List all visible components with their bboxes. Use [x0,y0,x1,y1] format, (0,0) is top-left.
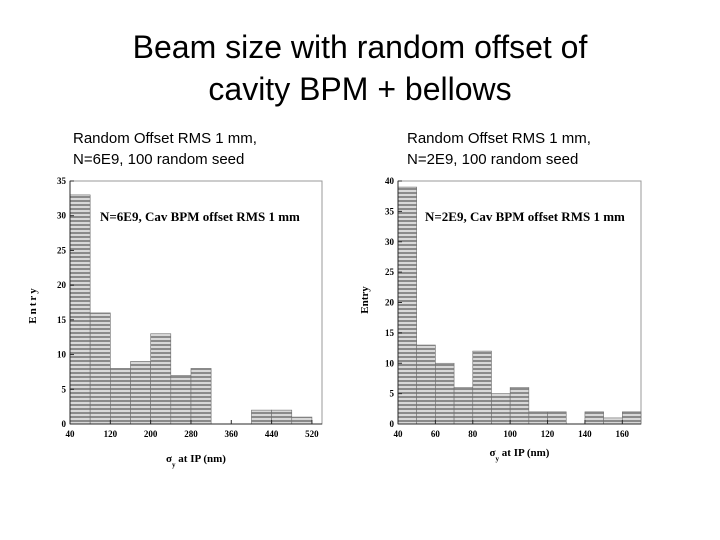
histogram-bar [271,409,293,425]
y-tick-label: 5 [390,389,395,399]
histogram-bar [528,411,548,425]
x-tick-label: 100 [503,429,517,439]
right-caption-line-1: Random Offset RMS 1 mm, [407,130,591,147]
y-tick-label: 25 [57,245,67,255]
y-axis-label: Entry [27,286,39,324]
histogram-bar [622,411,642,425]
x-tick-label: 160 [616,429,630,439]
x-axis-label-subscript: y [496,455,500,463]
x-tick-label: 80 [468,429,478,439]
y-tick-label: 10 [385,358,395,368]
x-tick-label: 520 [305,429,319,439]
histogram-bar [603,417,623,425]
left-caption-line-2: N=6E9, 100 random seed [73,151,245,168]
y-tick-label: 40 [385,176,395,186]
y-tick-label: 30 [385,237,395,247]
histogram-bar [190,368,212,425]
x-tick-label: 280 [184,429,198,439]
histogram-bar [584,411,604,425]
slide-title-line-1: Beam size with random offset of [132,29,588,65]
x-tick-label: 200 [144,429,158,439]
histogram-bar [416,344,436,425]
histogram-bar [291,416,313,425]
x-tick-label: 140 [578,429,592,439]
histogram-bar [130,361,151,425]
histogram-bar [547,411,567,425]
y-tick-label: 5 [62,384,67,394]
x-tick-label: 440 [265,429,279,439]
histogram-bar [509,387,530,425]
x-axis-label-text: at IP (nm) [499,447,550,459]
y-tick-label: 15 [57,315,67,325]
x-axis-label-text: at IP (nm) [176,453,227,465]
chart-annotation: N=6E9, Cav BPM offset RMS 1 mm [100,209,300,224]
histogram-bar [251,409,272,425]
x-axis-label-subscript: y [172,461,176,469]
chart-2: 0 5 10 15 20 25 30 35 40 40 60 80 100 120 140 160 N=2E9,… [359,176,642,463]
y-tick-label: 10 [57,350,67,360]
histogram-bar [472,350,492,425]
y-tick-label: 0 [62,419,67,429]
slide-title: Beam size with random offset of cavity B… [0,26,720,110]
histogram-bar [89,312,111,425]
x-tick-label: 120 [104,429,118,439]
x-axis-label-symbol: σ [490,447,496,459]
y-tick-label: 25 [385,267,395,277]
histogram-bar [453,387,474,425]
x-tick-label: 60 [431,429,441,439]
histogram-bar [150,333,172,425]
x-tick-label: 40 [66,429,76,439]
x-axis-label: σy at IP (nm) [490,447,550,463]
y-tick-label: 20 [57,280,67,290]
histogram-bar [491,393,511,425]
histogram-bar [435,362,455,425]
y-tick-label: 35 [385,206,395,216]
y-tick-label: 30 [57,211,67,221]
right-caption-line-2: N=2E9, 100 random seed [407,151,579,168]
x-tick-label: 360 [225,429,239,439]
y-axis-label: Entry [359,286,371,314]
y-tick-label: 0 [390,419,395,429]
histogram-bar [397,186,417,425]
x-tick-label: 120 [541,429,555,439]
chart-annotation: N=2E9, Cav BPM offset RMS 1 mm [425,209,625,224]
y-tick-label: 20 [385,298,395,308]
slide-title-line-2: cavity BPM + bellows [208,71,512,107]
x-axis-label: σy at IP (nm) [166,453,226,469]
x-tick-label: 40 [394,429,404,439]
x-axis-label-symbol: σ [166,453,172,465]
right-chart-caption: Random Offset RMS 1 mm, N=2E9, 100 rando… [407,128,591,170]
y-tick-label: 35 [57,176,67,186]
histogram-bar [110,368,131,425]
chart-1: 0 5 10 15 20 25 30 35 40 120 200 280 360 440 520 N=6E9,… [27,176,323,469]
histogram-bar [170,375,192,425]
y-tick-label: 15 [385,328,395,338]
left-chart-caption: Random Offset RMS 1 mm, N=6E9, 100 rando… [73,128,257,170]
left-caption-line-1: Random Offset RMS 1 mm, [73,130,257,147]
